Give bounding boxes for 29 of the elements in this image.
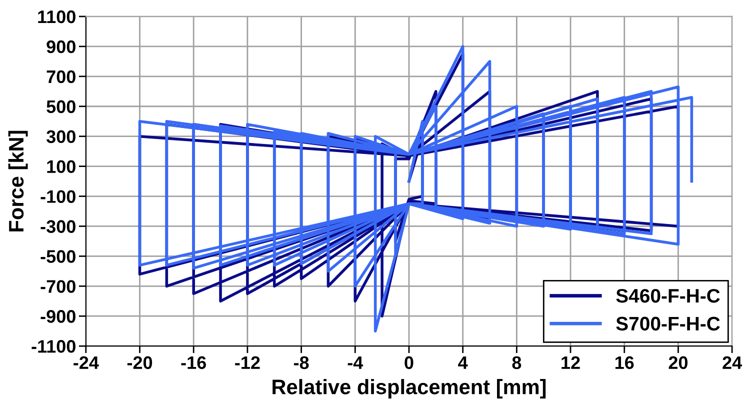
x-axis-title: Relative displacement [mm] [272, 379, 546, 398]
legend-label: S700-F-H-C [616, 316, 720, 331]
y-tick-label: 1100 [38, 10, 76, 24]
y-tick-label: -100 [40, 190, 76, 203]
x-tick-label: 12 [562, 356, 580, 369]
x-tick-label: -12 [235, 356, 260, 369]
x-tick-label: 24 [722, 356, 742, 369]
x-tick-label: -20 [127, 356, 152, 370]
y-tick-label: 900 [46, 40, 76, 54]
y-tick-label: -300 [40, 220, 76, 233]
y-tick-label: -1100 [32, 340, 76, 353]
y-axis-title: Force [kN] [8, 130, 28, 232]
x-tick-label: -4 [348, 356, 364, 369]
y-tick-label: -700 [40, 280, 76, 293]
y-tick-label: 500 [46, 100, 76, 114]
y-tick-label: 300 [46, 130, 76, 144]
y-tick-label: -500 [40, 250, 76, 263]
x-tick-label: 16 [615, 356, 634, 370]
x-tick-label: 4 [458, 356, 468, 369]
x-tick-label: 0 [404, 356, 414, 370]
y-tick-label: -900 [40, 310, 76, 323]
x-tick-label: 20 [668, 356, 688, 370]
y-tick-label: 100 [47, 160, 76, 174]
x-tick-label: 8 [512, 356, 522, 370]
y-tick-label: 700 [46, 70, 76, 84]
x-tick-label: -16 [181, 356, 206, 370]
x-tick-label: -24 [74, 356, 99, 369]
x-tick-label: -8 [294, 356, 309, 370]
legend-label: S460-F-H-C [616, 288, 720, 303]
